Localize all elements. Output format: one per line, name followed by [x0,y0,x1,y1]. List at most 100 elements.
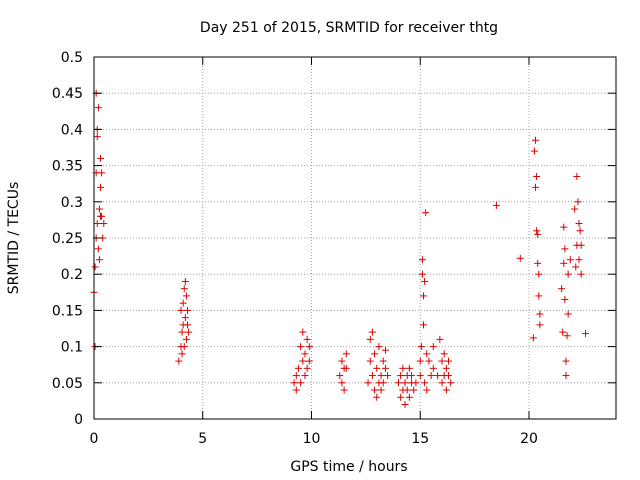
y-tick-label: 0.3 [61,195,83,211]
x-tick-label: 15 [411,431,429,447]
data-point [368,328,376,336]
data-point [573,172,581,180]
grid [94,57,616,419]
data-point [397,372,405,380]
data-point [301,350,309,358]
data-point [100,220,108,228]
x-tick-label: 20 [520,431,538,447]
data-point [401,401,409,409]
data-point [571,205,579,213]
data-point [429,364,437,372]
data-point [377,372,385,380]
data-point [566,256,574,264]
data-point [408,372,416,380]
data-point [180,343,188,351]
data-points [90,89,590,409]
data-point [577,270,585,278]
data-point [445,357,453,365]
data-point [535,270,543,278]
data-point [397,393,405,401]
y-tick-label: 0.1 [61,340,83,356]
data-point [180,285,188,293]
data-point [301,372,309,380]
y-tick-label: 0.2 [61,267,83,283]
y-tick-label: 0.4 [61,122,83,138]
data-point [533,227,541,235]
data-point [381,346,389,354]
data-point [97,154,105,162]
x-tick-label: 0 [90,431,99,447]
data-point [417,343,425,351]
data-point [560,259,568,267]
data-point [375,343,383,351]
data-point [366,335,374,343]
data-point [399,364,407,372]
data-point [181,314,189,322]
data-point [305,357,313,365]
data-point [442,386,450,394]
x-axis-title: GPS time / hours [290,459,407,475]
data-point [184,321,192,329]
data-point [185,328,193,336]
data-point [338,379,346,387]
data-point [379,357,387,365]
data-point [575,220,583,228]
data-point [561,296,569,304]
data-point [384,372,392,380]
y-tick-label: 0.05 [52,376,83,392]
data-point [182,292,190,300]
y-tick-label: 0.25 [52,231,83,247]
data-point [98,169,106,177]
data-point [292,386,300,394]
data-point [294,364,302,372]
data-point [427,372,435,380]
data-point [297,379,305,387]
data-point [534,230,542,238]
data-point [421,277,429,285]
chart-title: Day 251 of 2015, SRMTID for receiver tht… [200,20,498,36]
data-point [536,310,544,318]
data-point [371,386,379,394]
data-point [530,147,538,155]
data-point [182,335,190,343]
data-point [416,372,424,380]
data-point [532,183,540,191]
y-tick-label: 0.5 [61,50,83,66]
data-point [562,357,570,365]
data-point [423,386,431,394]
data-point [438,357,446,365]
data-point [416,357,424,365]
y-tick-label: 0.35 [52,159,83,175]
data-point [338,357,346,365]
data-point [405,364,413,372]
data-point [405,393,413,401]
axis-ticks: 0 0.05 0.1 0.15 0.2 0.25 0.3 0.35 0.4 0.45 0.5 0 5 10… [52,50,616,447]
data-point [297,343,305,351]
data-point [94,245,102,253]
data-point [95,205,103,213]
data-point [562,372,570,380]
data-point [91,263,99,271]
data-point [575,256,583,264]
data-point [395,379,402,387]
data-point [371,350,379,358]
data-point [178,350,186,358]
data-point [492,201,500,209]
data-point [425,357,433,365]
data-point [572,263,580,271]
data-point [373,364,381,372]
data-point [533,172,541,180]
data-point [559,328,567,336]
data-point [418,270,426,278]
data-point [97,183,105,191]
data-point [440,350,448,358]
data-point [299,357,307,365]
data-point [95,256,103,264]
data-point [303,335,311,343]
data-point [576,227,584,235]
data-point [342,364,350,372]
data-point [422,209,430,217]
data-point [184,306,192,314]
data-point [299,328,307,336]
data-point [535,292,543,300]
